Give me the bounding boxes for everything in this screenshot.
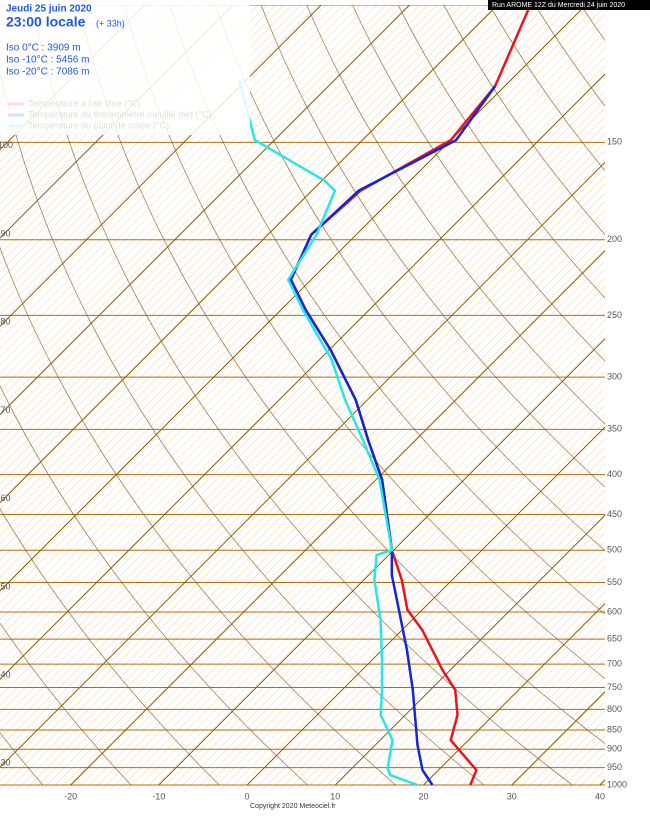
y-tick-label: 200 — [607, 234, 622, 244]
grid — [0, 5, 650, 786]
isotherm — [246, 426, 605, 786]
x-tick-label: -80 — [0, 317, 11, 327]
isotherm — [0, 5, 499, 504]
y-tick-label: 850 — [607, 724, 622, 734]
iso-level: Iso 0°C : 3909 m — [6, 43, 81, 54]
x-tick-label: 40 — [595, 791, 605, 801]
dry-adiabat — [215, 5, 605, 552]
y-tick-label: 700 — [607, 659, 622, 669]
dry-adiabat — [397, 5, 605, 299]
isotherm — [423, 602, 605, 786]
y-tick-label: 550 — [607, 577, 622, 587]
dry-adiabat — [260, 5, 605, 488]
y-tick-label: 800 — [607, 704, 622, 714]
x-tick-label: -30 — [0, 758, 11, 768]
dry-adiabat — [489, 5, 605, 172]
x-tick-label: -90 — [0, 228, 11, 238]
x-tick-label: -10 — [152, 791, 165, 801]
x-tick-label: 0 — [245, 791, 250, 801]
profiles — [238, 5, 532, 787]
y-tick-label: 250 — [607, 310, 622, 320]
y-tick-label: 750 — [607, 682, 622, 692]
y-tick-label: 650 — [607, 633, 622, 643]
y-tick-label: 300 — [607, 372, 622, 382]
x-tick-label: 10 — [330, 791, 340, 801]
x-tick-label: 30 — [507, 791, 517, 801]
run-banner — [488, 0, 650, 10]
date: Jeudi 25 juin 2020 — [6, 4, 92, 15]
dry-adiabat — [0, 385, 308, 786]
y-tick-label: 350 — [607, 424, 622, 434]
dry-adiabat — [443, 5, 605, 236]
y-tick-label: 950 — [607, 762, 622, 772]
dry-adiabat — [306, 5, 605, 425]
y-tick-label: 400 — [607, 469, 622, 479]
isotherm — [0, 73, 605, 680]
dry-adiabat — [352, 5, 605, 362]
plot-background — [0, 5, 605, 790]
y-tick-label: 900 — [607, 744, 622, 754]
x-tick-label: -60 — [0, 493, 11, 503]
iso-level: Iso -20°C : 7086 m — [6, 67, 89, 78]
x-tick-label: -40 — [0, 669, 11, 679]
run-info: Run AROME 12Z du Mercredi 24 juin 2020 — [492, 2, 625, 9]
profile-line — [238, 80, 418, 787]
iso-level: Iso -10°C : 5456 m — [6, 55, 89, 66]
y-tick-label: 450 — [607, 509, 622, 519]
isotherm — [0, 5, 410, 416]
dry-adiabat — [626, 5, 650, 785]
lead-time: (+ 33h) — [96, 18, 125, 28]
header-backdrop — [0, 0, 250, 135]
x-tick-label: -20 — [64, 791, 77, 801]
x-tick-label: -100 — [0, 140, 13, 150]
dry-adiabat — [0, 246, 396, 786]
y-tick-label: 150 — [607, 137, 622, 147]
dry-adiabat — [0, 508, 220, 786]
dry-adiabat — [0, 622, 132, 786]
isotherm — [70, 249, 605, 786]
time: 23:00 locale — [6, 14, 86, 30]
isotherm — [0, 161, 605, 769]
y-tick-label: 500 — [607, 545, 622, 555]
y-tick-label: 600 — [607, 606, 622, 616]
copyright: Copyright 2020 Meteociel.fr — [250, 803, 336, 810]
x-tick-label: -70 — [0, 405, 11, 415]
x-tick-label: 20 — [419, 791, 429, 801]
isotherm — [158, 338, 605, 786]
y-tick-label: 1000 — [607, 779, 627, 789]
isotherm — [334, 514, 605, 786]
x-tick-label: -50 — [0, 581, 11, 591]
